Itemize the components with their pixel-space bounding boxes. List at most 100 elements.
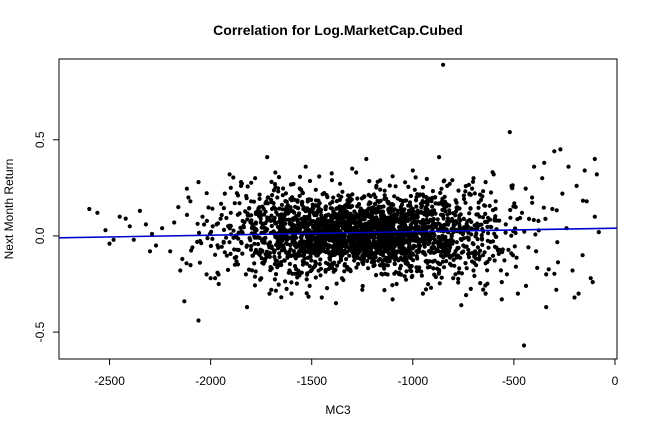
scatter-point [372, 205, 377, 211]
scatter-point [369, 210, 375, 215]
scatter-point [289, 236, 295, 241]
scatter-point [323, 213, 328, 218]
scatter-point [376, 218, 381, 223]
scatter-point [531, 217, 536, 223]
scatter-point [420, 291, 425, 296]
scatter-point [314, 219, 319, 224]
scatter-point [366, 242, 371, 247]
scatter-point [381, 257, 387, 263]
scatter-point [463, 200, 468, 205]
scatter-point [257, 196, 262, 201]
scatter-point [331, 220, 336, 225]
scatter-point [445, 243, 450, 248]
scatter-point [346, 221, 351, 226]
scatter-point [310, 223, 315, 228]
scatter-point [180, 256, 185, 262]
scatter-point [255, 235, 260, 240]
scatter-point [533, 232, 538, 237]
scatter-point [332, 211, 337, 216]
scatter-point [453, 213, 458, 218]
scatter-point [224, 235, 229, 240]
scatter-point [292, 264, 298, 269]
scatter-point [508, 215, 513, 220]
scatter-point [318, 273, 323, 278]
scatter-point [490, 253, 496, 258]
scatter-point [431, 235, 436, 240]
scatter-point [426, 249, 431, 254]
scatter-point [441, 247, 446, 252]
scatter-point [540, 176, 545, 181]
scatter-point [390, 174, 395, 179]
scatter-point [271, 188, 276, 193]
scatter-point [471, 242, 476, 247]
scatter-point [249, 221, 254, 226]
scatter-point [285, 237, 290, 242]
scatter-point [368, 194, 373, 199]
scatter-point [474, 212, 479, 217]
scatter-point [353, 247, 358, 252]
scatter-point [316, 203, 321, 208]
scatter-point [403, 237, 408, 242]
scatter-point [216, 281, 221, 287]
scatter-point [486, 215, 491, 220]
scatter-point [304, 291, 309, 296]
scatter-point [493, 199, 498, 204]
scatter-point [219, 244, 224, 249]
scatter-point [250, 253, 255, 258]
scatter-point [472, 254, 477, 259]
scatter-point [260, 260, 265, 265]
scatter-point [289, 229, 295, 234]
scatter-point [471, 268, 476, 273]
scatter-point [258, 209, 263, 215]
scatter-point [342, 262, 347, 267]
scatter-point [482, 203, 488, 208]
scatter-point [232, 247, 237, 252]
scatter-point [344, 257, 349, 262]
scatter-point [236, 247, 241, 253]
x-axis-label: MC3 [325, 403, 351, 417]
scatter-point [290, 271, 295, 276]
scatter-point [508, 207, 513, 213]
scatter-point [436, 249, 441, 254]
scatter-point [249, 199, 254, 204]
scatter-point [301, 205, 306, 210]
scatter-point [253, 221, 259, 226]
scatter-point [350, 239, 355, 244]
scatter-point [381, 250, 386, 255]
scatter-point [239, 241, 244, 246]
scatter-point [257, 205, 262, 210]
scatter-point [248, 238, 253, 243]
scatter-point [362, 235, 367, 240]
scatter-point [297, 273, 302, 278]
scatter-point [333, 301, 339, 306]
scatter-point [272, 182, 278, 187]
scatter-point [467, 251, 472, 256]
scatter-point [523, 283, 529, 288]
scatter-point [494, 218, 499, 223]
scatter-point [485, 281, 490, 286]
scatter-point [306, 228, 311, 233]
scatter-point [382, 288, 387, 293]
scatter-point [274, 242, 279, 247]
scatter-point [95, 210, 100, 215]
scatter-point [349, 197, 354, 202]
scatter-point [543, 216, 548, 221]
scatter-point [465, 219, 470, 224]
scatter-point [480, 215, 486, 220]
scatter-point [147, 249, 153, 254]
scatter-point [292, 210, 297, 215]
scatter-point [279, 248, 284, 253]
scatter-point [550, 206, 555, 212]
scatter-point [288, 247, 293, 252]
x-axis: -2500 -2000 -1500 -1000 -500 0 [94, 359, 619, 388]
scatter-point [461, 193, 466, 198]
scatter-point [323, 228, 328, 233]
points-layer [87, 62, 601, 348]
scatter-point [204, 272, 209, 277]
scatter-point [457, 266, 462, 271]
scatter-point [253, 269, 258, 274]
scatter-point [350, 204, 355, 209]
scatter-point [289, 253, 294, 258]
scatter-point [333, 227, 338, 232]
scatter-point [202, 222, 207, 227]
